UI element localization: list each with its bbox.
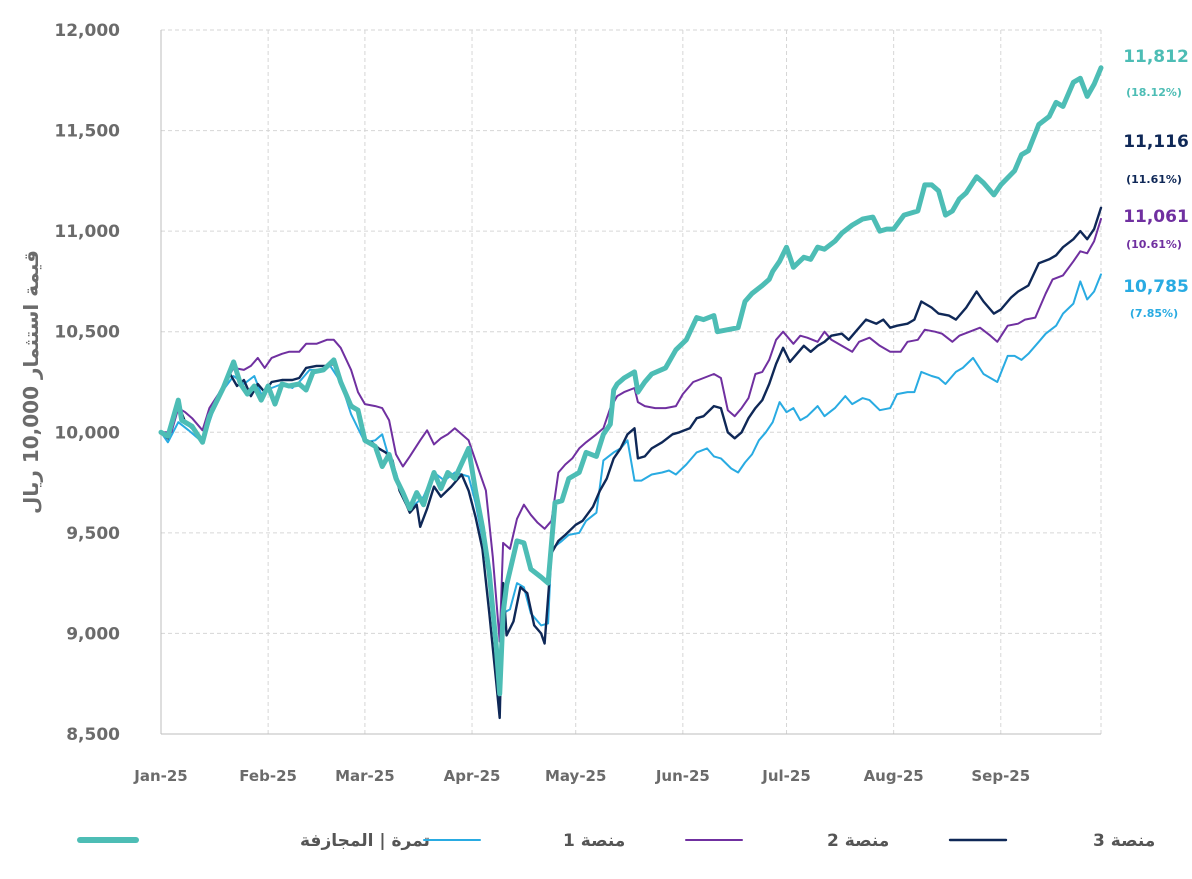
x-tick-label: Apr-25 xyxy=(444,767,501,785)
x-tick-label: Aug-25 xyxy=(864,767,924,785)
end-return-label: (10.61%) xyxy=(1126,238,1182,251)
x-tick-label: Sep-25 xyxy=(971,767,1030,785)
y-tick-label: 10,000 xyxy=(54,423,120,443)
end-value-label: 11,061 xyxy=(1123,207,1189,227)
y-tick-label: 12,000 xyxy=(54,21,120,41)
end-return-label: (7.85%) xyxy=(1130,307,1178,320)
end-value-label: 10,785 xyxy=(1123,277,1189,297)
y-tick-labels: 8,500 9,000 9,500 10,000 10,500 11,000 11,500 1… xyxy=(54,21,120,745)
end-value-label: 11,812 xyxy=(1123,47,1189,67)
x-tick-label: Jan-25 xyxy=(133,767,187,785)
y-tick-label: 11,000 xyxy=(54,222,120,242)
grid xyxy=(161,29,1102,734)
x-tick-labels: Jan-25 Feb-25 Mar-25 Apr-25 May-25 Jun-25 Jul-… xyxy=(133,767,1030,785)
end-return-label: (18.12%) xyxy=(1126,86,1182,99)
legend-label: تمرة | المجازفة xyxy=(300,831,430,851)
legend-label: منصة 1 xyxy=(563,831,625,851)
series-line-2 xyxy=(160,273,1102,711)
y-tick-label: 10,500 xyxy=(54,323,120,343)
y-tick-label: 9,000 xyxy=(66,624,120,644)
legend-label: منصة 2 xyxy=(827,831,889,851)
x-tick-label: May-25 xyxy=(545,767,606,785)
end-return-label: (11.61%) xyxy=(1126,173,1182,186)
y-axis-label: قيمة استثمار 10,000 ريال xyxy=(19,250,43,514)
series-lines xyxy=(158,65,1104,720)
end-labels: 11,812 (18.12%) 11,116 (11.61%) 11,061 (10.61… xyxy=(1123,47,1189,320)
x-tick-label: Feb-25 xyxy=(239,767,297,785)
y-tick-label: 8,500 xyxy=(66,725,120,745)
x-tick-label: Mar-25 xyxy=(335,767,395,785)
end-value-label: 11,116 xyxy=(1123,132,1189,152)
x-tick-label: Jun-25 xyxy=(655,767,710,785)
legend-label: منصة 3 xyxy=(1093,831,1155,851)
series-line-1 xyxy=(158,65,1104,697)
y-tick-label: 9,500 xyxy=(66,524,120,544)
x-tick-label: Jul-25 xyxy=(761,767,811,785)
legend: تمرة | المجازفة منصة 1 منصة 2 منصة 3 xyxy=(77,831,1155,851)
y-tick-label: 11,500 xyxy=(54,122,120,142)
